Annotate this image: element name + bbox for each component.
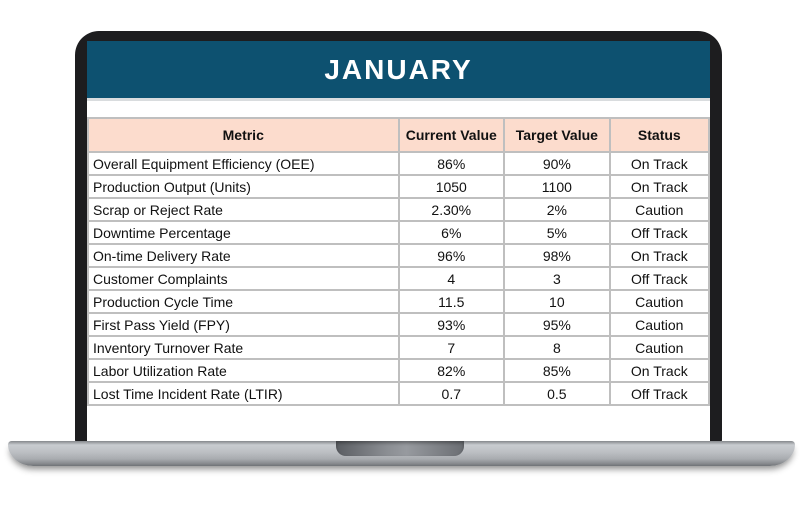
table-row: Labor Utilization Rate 82% 85% On Track — [87, 358, 710, 383]
cell-status: On Track — [608, 358, 710, 383]
cell-metric: Lost Time Incident Rate (LTIR) — [87, 381, 400, 406]
cell-target: 8 — [503, 335, 611, 360]
laptop-base-notch — [336, 441, 464, 456]
cell-target: 85% — [503, 358, 611, 383]
column-header-target: Target Value — [503, 117, 611, 153]
cell-target: 98% — [503, 243, 611, 268]
cell-status: Caution — [608, 197, 710, 222]
cell-status: Off Track — [608, 220, 710, 245]
table-row: Lost Time Incident Rate (LTIR) 0.7 0.5 O… — [87, 381, 710, 406]
cell-target: 95% — [503, 312, 611, 337]
table-row: Downtime Percentage 6% 5% Off Track — [87, 220, 710, 245]
month-title-bar: JANUARY — [87, 41, 710, 101]
page-title: JANUARY — [324, 53, 473, 85]
column-header-status: Status — [608, 117, 710, 153]
table-row: Scrap or Reject Rate 2.30% 2% Caution — [87, 197, 710, 222]
cell-target: 10 — [503, 289, 611, 314]
cell-current: 96% — [397, 243, 506, 268]
cell-target: 90% — [503, 151, 611, 176]
cell-target: 0.5 — [503, 381, 611, 406]
cell-target: 2% — [503, 197, 611, 222]
cell-metric: First Pass Yield (FPY) — [87, 312, 400, 337]
cell-metric: Customer Complaints — [87, 266, 400, 291]
laptop-screen: JANUARY Metric Current Value Target Valu… — [87, 41, 710, 443]
cell-current: 93% — [397, 312, 506, 337]
cell-metric: Scrap or Reject Rate — [87, 197, 400, 222]
table-row: Inventory Turnover Rate 7 8 Caution — [87, 335, 710, 360]
cell-metric: Overall Equipment Efficiency (OEE) — [87, 151, 400, 176]
cell-status: Off Track — [608, 266, 710, 291]
cell-status: Off Track — [608, 381, 710, 406]
cell-current: 7 — [397, 335, 506, 360]
cell-current: 6% — [397, 220, 506, 245]
cell-metric: On-time Delivery Rate — [87, 243, 400, 268]
cell-current: 86% — [397, 151, 506, 176]
table-row: Production Output (Units) 1050 1100 On T… — [87, 174, 710, 199]
cell-metric: Production Output (Units) — [87, 174, 400, 199]
table-row: First Pass Yield (FPY) 93% 95% Caution — [87, 312, 710, 337]
cell-current: 4 — [397, 266, 506, 291]
spacer — [87, 101, 710, 117]
table-header-row: Metric Current Value Target Value Status — [87, 117, 710, 153]
table-row: Production Cycle Time 11.5 10 Caution — [87, 289, 710, 314]
cell-status: Caution — [608, 289, 710, 314]
cell-metric: Inventory Turnover Rate — [87, 335, 400, 360]
table-row: On-time Delivery Rate 96% 98% On Track — [87, 243, 710, 268]
cell-metric: Downtime Percentage — [87, 220, 400, 245]
table-row: Overall Equipment Efficiency (OEE) 86% 9… — [87, 151, 710, 176]
cell-current: 2.30% — [397, 197, 506, 222]
cell-current: 1050 — [397, 174, 506, 199]
cell-status: Caution — [608, 312, 710, 337]
cell-metric: Production Cycle Time — [87, 289, 400, 314]
cell-current: 82% — [397, 358, 506, 383]
laptop-bezel: JANUARY Metric Current Value Target Valu… — [75, 31, 722, 443]
column-header-metric: Metric — [87, 117, 400, 153]
column-header-current: Current Value — [397, 117, 506, 153]
cell-current: 0.7 — [397, 381, 506, 406]
cell-target: 5% — [503, 220, 611, 245]
cell-current: 11.5 — [397, 289, 506, 314]
cell-target: 3 — [503, 266, 611, 291]
cell-status: On Track — [608, 174, 710, 199]
cell-metric: Labor Utilization Rate — [87, 358, 400, 383]
table-row: Customer Complaints 4 3 Off Track — [87, 266, 710, 291]
cell-status: Caution — [608, 335, 710, 360]
cell-status: On Track — [608, 151, 710, 176]
kpi-table: Metric Current Value Target Value Status… — [87, 117, 710, 406]
cell-target: 1100 — [503, 174, 611, 199]
cell-status: On Track — [608, 243, 710, 268]
